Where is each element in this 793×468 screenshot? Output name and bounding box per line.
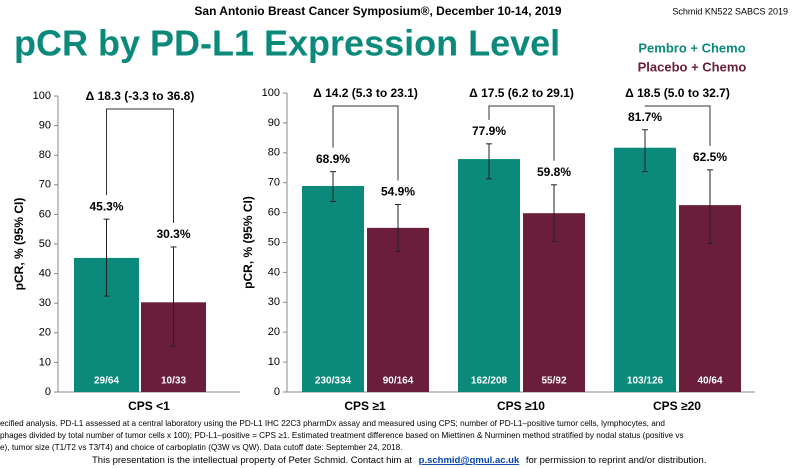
- bar: [367, 227, 429, 392]
- delta-bracket: [488, 105, 555, 161]
- y-tick-label: 10: [39, 356, 51, 368]
- footnote: ecified analysis. PD-L1 assessed at a ce…: [0, 419, 665, 428]
- y-tick-label: 70: [268, 177, 280, 189]
- value-label: 77.9%: [472, 124, 506, 138]
- delta-label: Δ 14.2 (5.3 to 23.1): [313, 86, 418, 100]
- delta-label: Δ 18.5 (5.0 to 32.7): [625, 86, 730, 100]
- value-label: 62.5%: [693, 150, 727, 164]
- footer-text: This presentation is the intellectual pr…: [92, 455, 412, 466]
- legend-entry: Placebo + Chemo: [638, 59, 747, 74]
- count-label: 230/334: [315, 376, 352, 387]
- footer: This presentation is the intellectual pr…: [92, 455, 706, 466]
- y-tick-label: 60: [39, 208, 51, 220]
- count-label: 90/164: [383, 376, 414, 387]
- bar: [614, 147, 676, 392]
- x-tick-label: CPS ≥20: [653, 399, 701, 413]
- y-axis-label: pCR, % (95% CI): [12, 198, 26, 291]
- y-tick-label: 50: [268, 236, 280, 248]
- delta-bracket: [106, 108, 174, 223]
- delta-label: Δ 18.3 (-3.3 to 36.8): [86, 89, 195, 103]
- count-label: 162/208: [471, 376, 508, 387]
- y-tick-label: 20: [268, 326, 280, 338]
- y-tick-label: 0: [45, 386, 51, 398]
- bar: [302, 185, 364, 392]
- y-tick-label: 30: [39, 297, 51, 309]
- email-link[interactable]: p.schmid@qmul.ac.uk: [419, 455, 520, 466]
- corner-note: Schmid KN522 SABCS 2019: [672, 6, 788, 16]
- y-tick-label: 70: [39, 179, 51, 191]
- bar: [458, 159, 520, 392]
- y-tick-label: 30: [268, 296, 280, 308]
- footnote: phages divided by total number of tumor …: [0, 431, 684, 440]
- footer-text: for permission to reprint and/or distrib…: [526, 455, 707, 466]
- y-tick-label: 90: [268, 117, 280, 129]
- bar: [523, 213, 585, 392]
- y-tick-label: 10: [268, 356, 280, 368]
- y-tick-label: 40: [39, 268, 51, 280]
- legend-entry: Pembro + Chemo: [638, 40, 745, 55]
- slide-title: pCR by PD-L1 Expression Level: [14, 23, 560, 64]
- footnote: e), tumor size (T1/T2 vs T3/T4) and choi…: [0, 443, 402, 452]
- count-label: 40/64: [697, 376, 722, 387]
- y-tick-label: 90: [39, 120, 51, 132]
- value-label: 81.7%: [628, 110, 662, 124]
- value-label: 45.3%: [89, 199, 123, 213]
- y-tick-label: 60: [268, 207, 280, 219]
- value-label: 30.3%: [156, 227, 190, 241]
- count-label: 29/64: [94, 376, 119, 387]
- x-tick-label: CPS ≥10: [497, 399, 545, 413]
- x-tick-label: CPS <1: [128, 399, 170, 413]
- value-label: 59.8%: [537, 165, 571, 179]
- y-axis-label: pCR, % (95% CI): [241, 196, 255, 289]
- count-label: 103/126: [627, 376, 664, 387]
- y-tick-label: 40: [268, 266, 280, 278]
- delta-label: Δ 17.5 (6.2 to 29.1): [469, 86, 574, 100]
- delta-bracket: [332, 105, 399, 181]
- delta-bracket: [644, 105, 711, 146]
- y-tick-label: 0: [274, 386, 280, 398]
- value-label: 68.9%: [316, 152, 350, 166]
- count-label: 10/33: [161, 376, 186, 387]
- y-tick-label: 20: [39, 327, 51, 339]
- y-tick-label: 50: [39, 238, 51, 250]
- count-label: 55/92: [541, 376, 566, 387]
- value-label: 54.9%: [381, 185, 415, 199]
- header: San Antonio Breast Cancer Symposium®, De…: [194, 4, 562, 18]
- y-tick-label: 80: [39, 149, 51, 161]
- x-tick-label: CPS ≥1: [344, 399, 386, 413]
- y-tick-label: 100: [262, 87, 280, 99]
- y-tick-label: 80: [268, 147, 280, 159]
- y-tick-label: 100: [33, 90, 51, 102]
